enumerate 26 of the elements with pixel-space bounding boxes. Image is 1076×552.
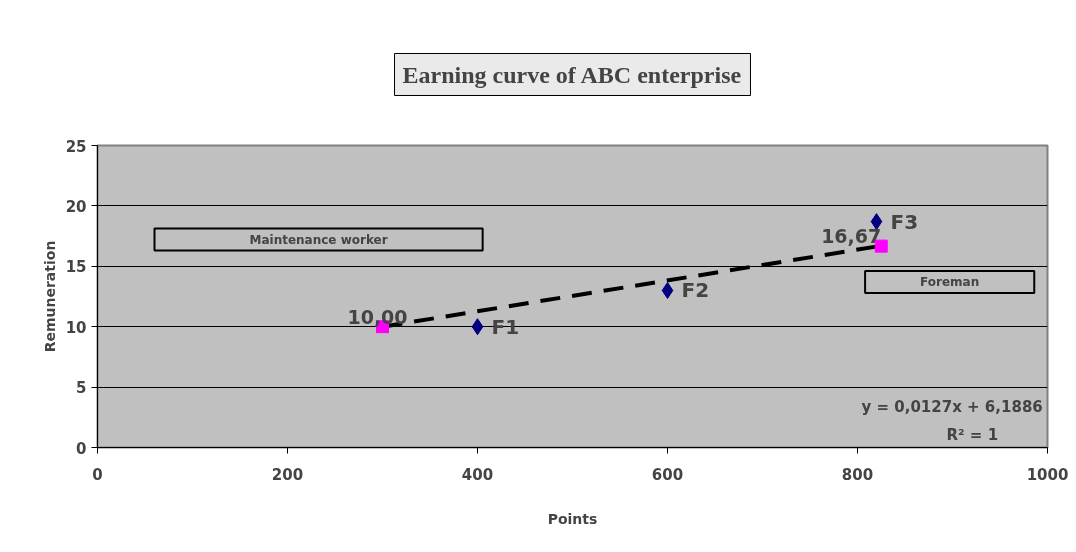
data-label: 16,67 [821, 225, 882, 248]
y-axis-title: Remuneration [41, 240, 58, 353]
y-tick-label: 15 [65, 258, 87, 277]
x-tick-label: 600 [651, 465, 684, 484]
annotation: F3 [890, 209, 919, 234]
data-label: 10,00 [347, 305, 408, 328]
x-axis-title: Points [547, 510, 598, 527]
y-tick-label: 20 [65, 197, 87, 216]
annotation: F2 [681, 278, 710, 303]
point [870, 213, 883, 231]
x-tick-label: 400 [461, 465, 494, 484]
annotation: Maintenance worker [249, 232, 388, 247]
x-tick-label: 200 [271, 465, 304, 484]
annotation: R² = 1 [946, 425, 999, 444]
chart-title: Earning curve of ABC enterprise [402, 61, 742, 88]
annotation: y = 0,0127x + 6,1886 [861, 398, 1043, 417]
point [471, 318, 484, 336]
y-tick-label: 10 [65, 318, 87, 337]
x-tick-label: 800 [841, 465, 874, 484]
y-tick-label: 5 [76, 379, 87, 398]
y-tick-label: 25 [65, 137, 87, 156]
y-tick-label: 0 [76, 439, 87, 458]
annotation: Foreman [920, 274, 980, 289]
point [661, 281, 674, 299]
x-tick-label: 1000 [1026, 465, 1069, 484]
x-tick-label: 0 [92, 465, 103, 484]
